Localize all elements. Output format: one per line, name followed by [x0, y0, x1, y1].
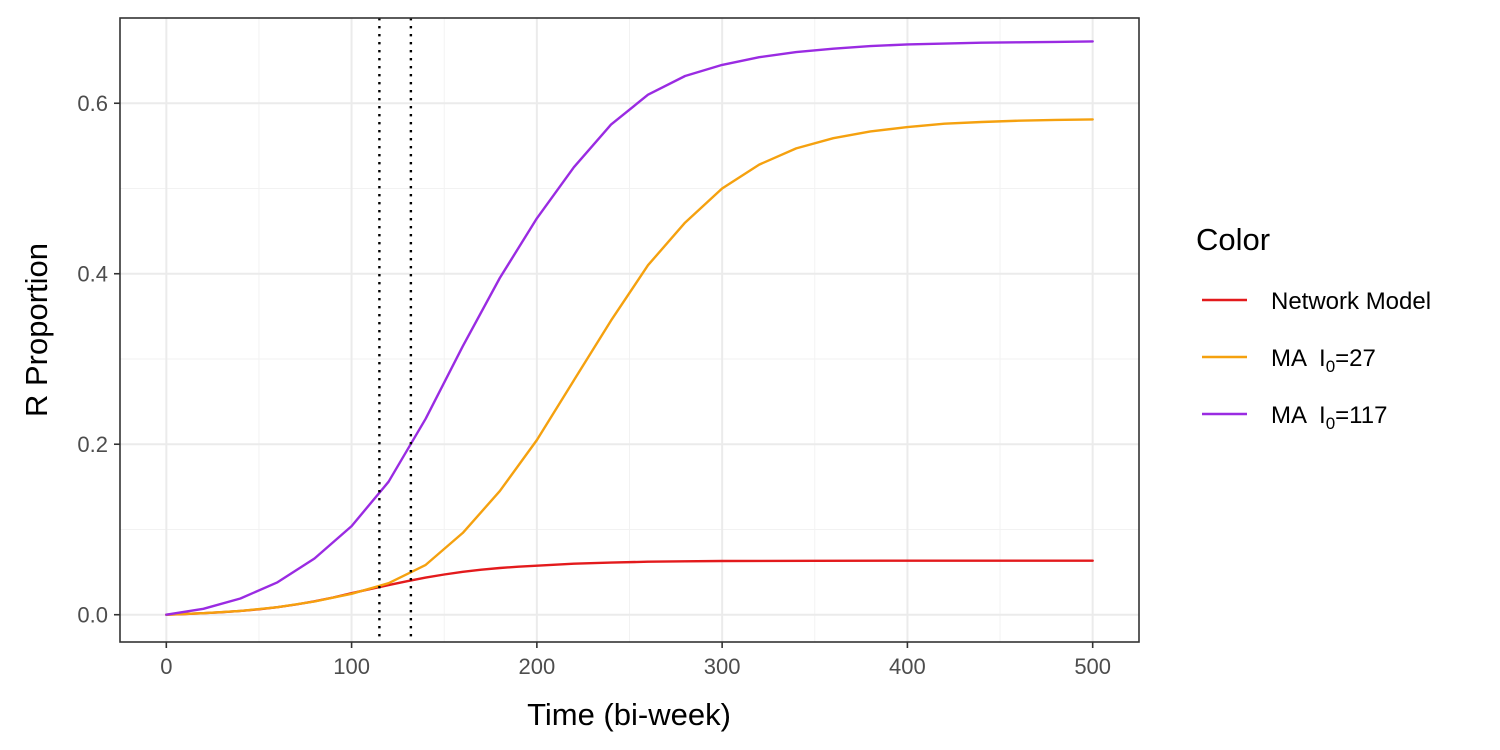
- reference-lines: [378, 18, 413, 642]
- y-tick-label: 0.2: [77, 432, 108, 457]
- x-tick-label: 100: [333, 654, 370, 679]
- axis-ticks: [114, 102, 1094, 648]
- x-tick-label: 400: [889, 654, 926, 679]
- legend-label-network-model: Network Model: [1271, 288, 1431, 315]
- y-tick-label: 0.0: [77, 603, 108, 628]
- legend-label-prefix: MA I: [1271, 345, 1326, 372]
- legend: Color Network Model MA I0=27 MA I0=117: [1196, 222, 1431, 433]
- legend-label-suffix: =27: [1335, 345, 1376, 372]
- x-tick-label: 0: [160, 654, 172, 679]
- x-tick-label: 200: [519, 654, 556, 679]
- legend-item-ma-i0-27: MA I0=27: [1202, 345, 1376, 376]
- legend-label-subscript: 0: [1326, 414, 1335, 433]
- minor-grid: [120, 18, 1139, 642]
- x-tick-label: 300: [704, 654, 741, 679]
- series-layer: [165, 40, 1094, 616]
- y-tick-label: 0.4: [77, 262, 108, 287]
- legend-title: Color: [1196, 222, 1270, 257]
- legend-label-ma-i0-27: MA I0=27: [1271, 345, 1376, 376]
- y-tick-label: 0.6: [77, 91, 108, 116]
- y-axis-title: R Proportion: [19, 243, 54, 417]
- legend-label-subscript: 0: [1326, 357, 1335, 376]
- y-tick-labels: 0.0 0.2 0.4 0.6: [77, 91, 108, 627]
- legend-item-network-model: Network Model: [1202, 288, 1431, 315]
- x-tick-label: 500: [1074, 654, 1111, 679]
- series-line-2: [165, 40, 1094, 616]
- major-grid: [120, 18, 1139, 642]
- x-tick-labels: 0 100 200 300 400 500: [160, 654, 1111, 679]
- x-axis-title: Time (bi-week): [527, 697, 731, 732]
- legend-label-ma-i0-117: MA I0=117: [1271, 402, 1387, 433]
- series-line-1: [165, 118, 1094, 616]
- legend-label-suffix: =117: [1335, 402, 1387, 429]
- plot-panel-border: [119, 17, 1140, 643]
- legend-label-prefix: MA I: [1271, 402, 1326, 429]
- legend-item-ma-i0-117: MA I0=117: [1202, 402, 1387, 433]
